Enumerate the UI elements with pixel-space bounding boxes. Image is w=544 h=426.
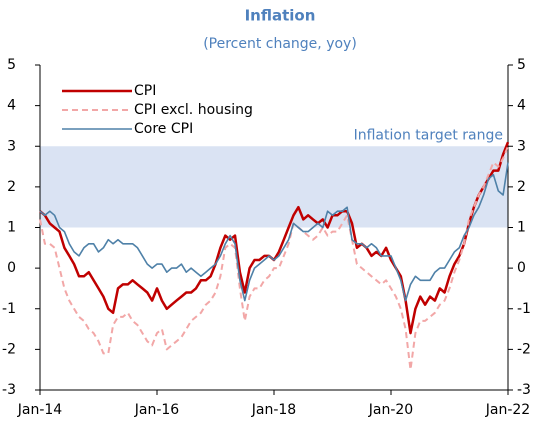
y-tick-label: 4 [7,98,16,114]
y-tick-label: -2 [2,341,16,357]
series-line [39,145,509,371]
annotation: Inflation target range [354,127,503,143]
y2-tick-label: 4 [517,98,526,114]
y2-tick-label: 3 [517,138,526,154]
target-band [40,146,508,228]
chart-title: Inflation [245,7,316,25]
y-tick-label: 1 [7,220,16,236]
y2-tick-label: -1 [517,301,531,317]
y2-tick-label: 0 [517,260,526,276]
y2-tick-label: 2 [517,179,526,195]
legend-label: CPI excl. housing [134,102,253,118]
y-tick-label: 5 [7,57,16,73]
y-tick-label: 0 [7,260,16,276]
y-tick-label: -1 [2,301,16,317]
x-tick-label: Jan-22 [485,402,530,418]
y-tick-label: 3 [7,138,16,154]
x-tick-label: Jan-14 [17,402,63,418]
y2-tick-label: 5 [517,57,526,73]
series-line [39,162,509,302]
y2-tick-label: 1 [517,220,526,236]
chart-subtitle: (Percent change, yoy) [203,36,357,52]
legend-label: CPI [134,83,156,99]
y2-tick-label: -2 [517,341,531,357]
legend-label: Core CPI [134,121,193,137]
x-tick-label: Jan-20 [368,402,413,418]
x-tick-label: Jan-16 [134,402,180,418]
y2-tick-label: -3 [517,382,531,398]
y-tick-label: 2 [7,179,16,195]
y-tick-label: -3 [2,382,16,398]
x-tick-label: Jan-18 [251,402,296,418]
